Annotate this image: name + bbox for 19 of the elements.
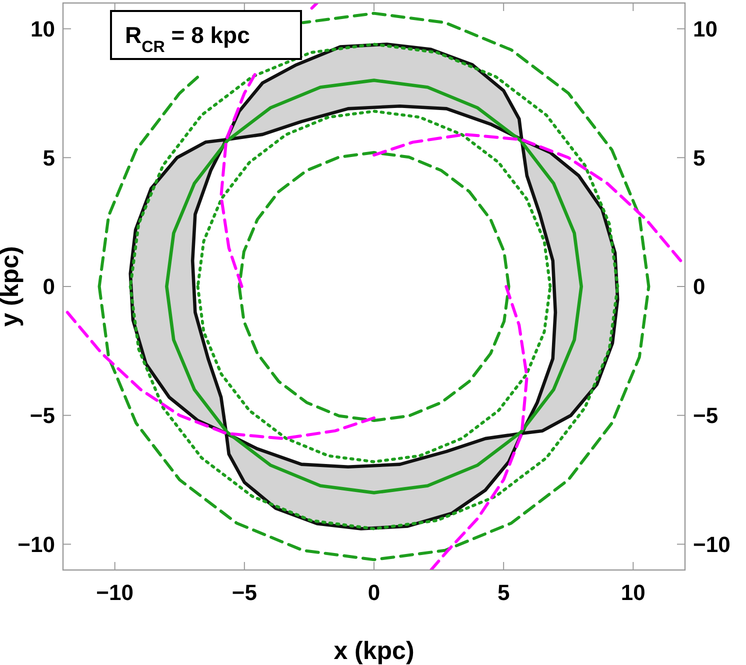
x-tick-label: 0 [368, 580, 380, 605]
x-tick-label: −10 [96, 580, 134, 605]
y-tick-label: 5 [42, 145, 55, 170]
x-tick-label: 5 [497, 580, 510, 605]
y2-tick-label: −10 [693, 532, 730, 557]
y2-tick-label: −5 [693, 403, 718, 428]
y2-tick-label: 0 [693, 274, 706, 300]
y-tick-label: 0 [42, 274, 55, 300]
y-tick-label: 10 [30, 16, 55, 42]
y2-tick-label: 10 [693, 16, 718, 42]
y-tick-label: −10 [18, 532, 55, 557]
y2-tick-label: 5 [693, 145, 706, 170]
line-series [430, 285, 528, 570]
annotation: R$_{CR}$ = 8 kpc [125, 22, 250, 56]
y-axis-title: y (kpc) [0, 246, 24, 327]
x-tick-label: −5 [232, 580, 257, 605]
x-tick-label: 10 [620, 580, 646, 605]
y-tick-label: −5 [30, 403, 55, 428]
x-axis-title: x (kpc) [334, 637, 414, 665]
